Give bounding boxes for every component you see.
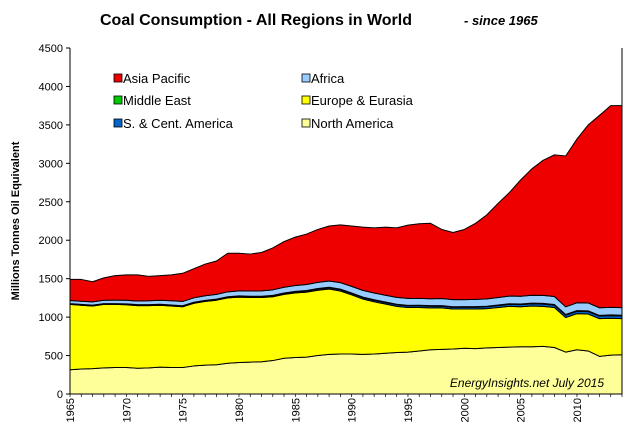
y-tick-label: 2000	[39, 235, 63, 247]
y-tick-label: 4000	[39, 81, 63, 93]
chart-title: Coal Consumption - All Regions in World	[100, 12, 412, 29]
legend-label-europe-eurasia: Europe & Eurasia	[311, 93, 414, 108]
y-tick-label: 500	[45, 351, 63, 363]
x-tick-label: 1995	[403, 398, 415, 422]
legend-label-asia-pacific: Asia Pacific	[123, 71, 191, 86]
x-tick-label: 1975	[178, 398, 190, 422]
x-tick-label: 1965	[65, 398, 77, 422]
legend-swatch-asia-pacific	[113, 73, 123, 83]
legend-swatch-north-america	[301, 118, 311, 128]
x-tick-label: 2005	[516, 398, 528, 422]
y-tick-labels: 0 500 1000 1500 2000 2500 3000 3500 4000 4500	[39, 43, 70, 401]
legend-label-africa: Africa	[311, 71, 345, 86]
legend-swatch-europe-eurasia	[301, 95, 311, 105]
legend-swatch-middle-east	[113, 95, 123, 105]
legend-swatch-africa	[301, 73, 311, 83]
legend-label-s-cent-america: S. & Cent. America	[123, 116, 234, 131]
y-tick-label: 3000	[39, 158, 63, 170]
legend-label-middle-east: Middle East	[123, 93, 191, 108]
x-tick-label: 1970	[121, 398, 133, 422]
x-tick-labels: 1965 1970 1975 1980 1985 1990 1995 2000 2005 2010	[65, 394, 623, 422]
y-tick-label: 4500	[39, 43, 63, 55]
y-tick-label: 1500	[39, 274, 63, 286]
source-credit: EnergyInsights.net July 2015	[450, 376, 604, 390]
area-series-asia-pacific	[69, 105, 623, 309]
x-tick-label: 1990	[347, 398, 359, 422]
y-tick-label: 1000	[39, 312, 63, 324]
legend-label-north-america: North America	[311, 116, 394, 131]
legend: Asia Pacific Africa Middle East Europe &…	[113, 71, 414, 131]
x-tick-label: 1980	[234, 398, 246, 422]
legend-swatch-s-cent-america	[113, 118, 123, 128]
chart-subtitle: - since 1965	[464, 13, 538, 28]
x-tick-label: 2000	[459, 398, 471, 422]
y-axis-label: Millions Tonnes Oil Equivalent	[10, 141, 22, 300]
axes	[69, 48, 623, 395]
x-tick-label: 1985	[290, 398, 302, 422]
area-layers	[69, 105, 623, 395]
y-tick-label: 2500	[39, 197, 63, 209]
y-tick-label: 3500	[39, 120, 63, 132]
x-tick-label: 2010	[572, 398, 584, 422]
y-tick-label: 0	[57, 389, 63, 401]
